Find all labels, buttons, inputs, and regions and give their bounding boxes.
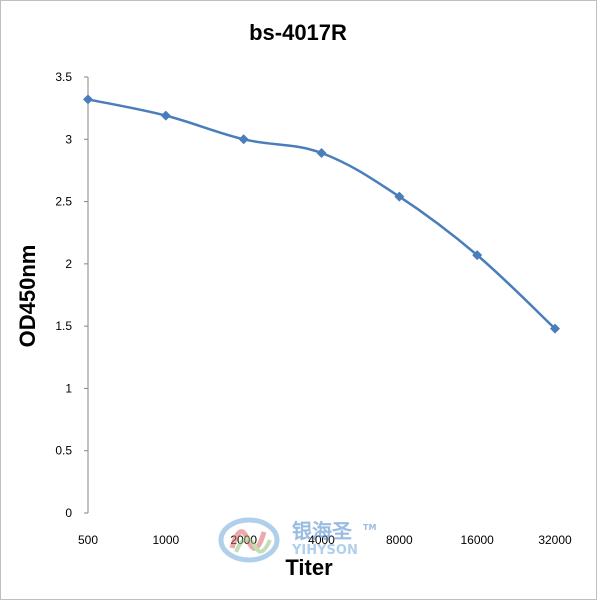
- data-point-marker: [472, 250, 483, 261]
- y-tick-label: 1.5: [55, 319, 72, 333]
- y-tick-label: 2.5: [55, 195, 72, 209]
- x-tick-label: 16000: [460, 533, 494, 547]
- x-tick-label: 500: [78, 533, 98, 547]
- x-tick-label: 4000: [308, 533, 335, 547]
- y-tick-label: 0: [65, 506, 72, 520]
- x-tick-label: 1000: [152, 533, 179, 547]
- x-tick-label: 32000: [538, 533, 572, 547]
- data-point-marker: [550, 323, 560, 334]
- data-point-marker: [394, 191, 405, 202]
- watermark-brand-en: YIHYSON: [291, 543, 358, 558]
- y-tick-label: 0.5: [55, 444, 72, 458]
- chart-title: bs-4017R: [249, 20, 347, 45]
- data-point-marker: [316, 147, 327, 158]
- data-point-marker: [238, 134, 249, 145]
- data-point-marker: [83, 94, 93, 105]
- y-tick-label: 1: [65, 381, 72, 395]
- watermark-brand-cn: 银海圣: [292, 519, 353, 543]
- y-tick-label: 3: [65, 132, 72, 146]
- y-tick-label: 3.5: [55, 70, 72, 84]
- y-axis-label: OD450nm: [15, 245, 40, 348]
- x-tick-label: 8000: [386, 533, 413, 547]
- y-axis-ticks: 0 0.5 1 1.5 2 2.5 3 3.5: [55, 70, 88, 520]
- watermark-trademark: TM: [363, 523, 376, 532]
- y-tick-label: 2: [65, 257, 72, 271]
- x-axis-ticks: 500 1000 2000 4000 8000 16000 32000: [78, 533, 572, 547]
- x-axis-label: Titer: [285, 555, 333, 580]
- series-line: [87, 98, 556, 330]
- series-markers: [83, 94, 560, 334]
- data-point-marker: [160, 110, 171, 121]
- yihyson-logo: 银海圣 TM YIHYSON: [218, 517, 376, 563]
